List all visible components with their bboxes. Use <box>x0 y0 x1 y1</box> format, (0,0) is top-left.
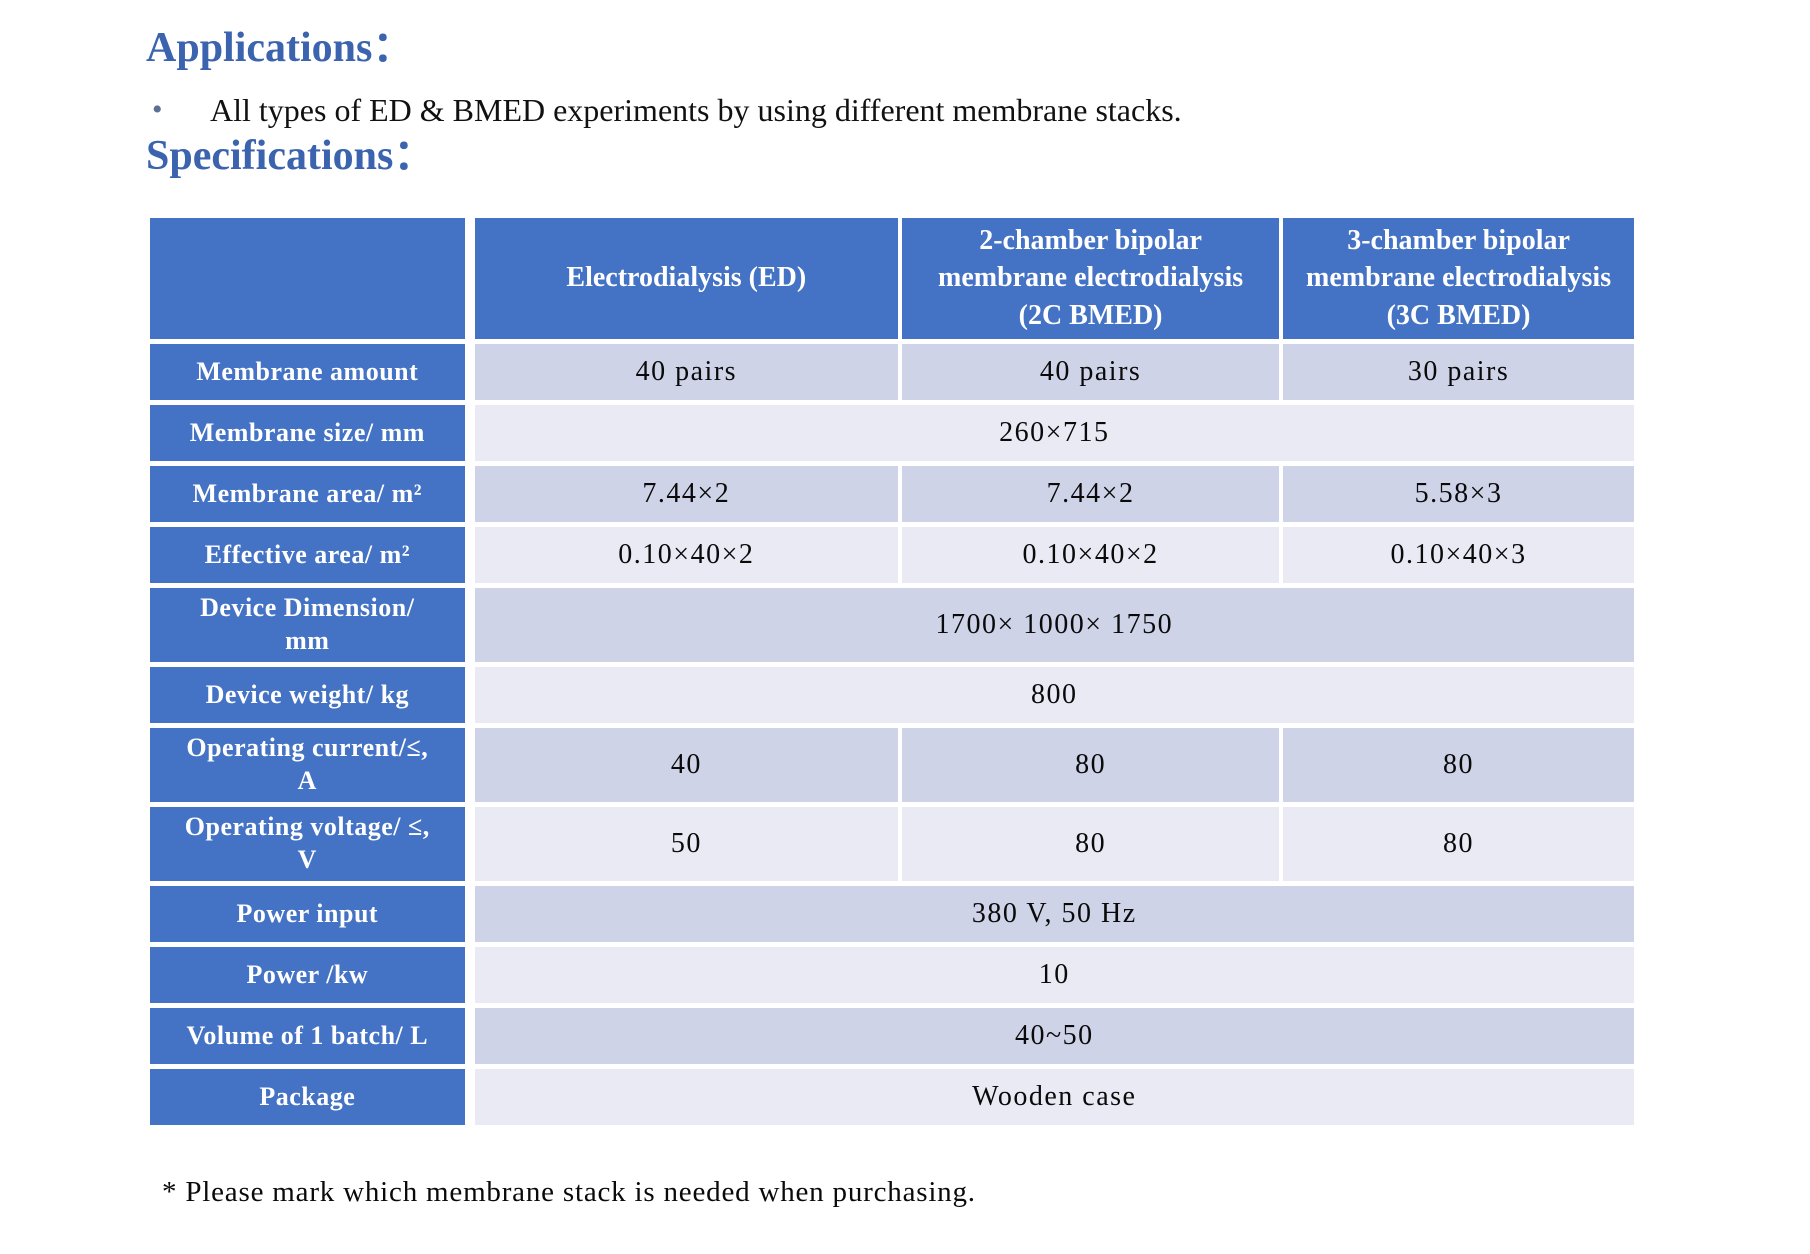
document-page: Applications： • All types of ED & BMED e… <box>146 25 1810 1208</box>
cell-value-merged: 380 V, 50 Hz <box>474 885 1634 942</box>
row-label: Power /kw <box>150 946 471 1003</box>
row-label: Operating voltage/ ≤, V <box>150 806 471 881</box>
cell-value: 5.58×3 <box>1283 465 1634 522</box>
cell-value: 40 pairs <box>474 343 899 400</box>
cell-value: 0.10×40×2 <box>902 526 1280 583</box>
table-row-device-dimension: Device Dimension/ mm 1700× 1000× 1750 <box>150 587 1634 662</box>
table-row-operating-voltage: Operating voltage/ ≤, V 50 80 80 <box>150 806 1634 881</box>
row-label: Volume of 1 batch/ L <box>150 1007 471 1064</box>
column-header-2c-bmed: 2-chamber bipolar membrane electrodialys… <box>902 217 1280 339</box>
cell-value-merged: 10 <box>474 946 1634 1003</box>
cell-value-merged: 40~50 <box>474 1007 1634 1064</box>
cell-value: 0.10×40×2 <box>474 526 899 583</box>
column-header-3c-bmed: 3-chamber bipolar membrane electrodialys… <box>1283 217 1634 339</box>
bullet-item: • All types of ED & BMED experiments by … <box>146 90 1810 130</box>
specifications-table: Electrodialysis (ED) 2-chamber bipolar m… <box>146 213 1638 1130</box>
row-label: Device weight/ kg <box>150 666 471 723</box>
table-row-power-kw: Power /kw 10 <box>150 946 1634 1003</box>
row-label: Membrane size/ mm <box>150 404 471 461</box>
table-row-operating-current: Operating current/≤, A 40 80 80 <box>150 727 1634 802</box>
table-row-power-input: Power input 380 V, 50 Hz <box>150 885 1634 942</box>
cell-value-merged: 1700× 1000× 1750 <box>474 587 1634 662</box>
row-label: Package <box>150 1068 471 1125</box>
row-label: Membrane area/ m² <box>150 465 471 522</box>
corner-cell <box>150 217 471 339</box>
row-label: Effective area/ m² <box>150 526 471 583</box>
row-label: Power input <box>150 885 471 942</box>
applications-heading: Applications： <box>146 25 415 71</box>
bullet-icon: • <box>152 93 163 127</box>
table-header-row: Electrodialysis (ED) 2-chamber bipolar m… <box>150 217 1634 339</box>
cell-value: 0.10×40×3 <box>1283 526 1634 583</box>
cell-value-merged: 260×715 <box>474 404 1634 461</box>
cell-value-merged: 800 <box>474 666 1634 723</box>
column-header-ed: Electrodialysis (ED) <box>474 217 899 339</box>
cell-value: 80 <box>902 727 1280 802</box>
table-row-membrane-area: Membrane area/ m² 7.44×2 7.44×2 5.58×3 <box>150 465 1634 522</box>
row-label: Membrane amount <box>150 343 471 400</box>
table-row-membrane-size: Membrane size/ mm 260×715 <box>150 404 1634 461</box>
footnote: * Please mark which membrane stack is ne… <box>162 1175 976 1208</box>
cell-value: 80 <box>902 806 1280 881</box>
cell-value: 30 pairs <box>1283 343 1634 400</box>
bullet-text: All types of ED & BMED experiments by us… <box>210 92 1182 129</box>
table-row-membrane-amount: Membrane amount 40 pairs 40 pairs 30 pai… <box>150 343 1634 400</box>
cell-value: 80 <box>1283 727 1634 802</box>
row-label: Device Dimension/ mm <box>150 587 471 662</box>
table-row-effective-area: Effective area/ m² 0.10×40×2 0.10×40×2 0… <box>150 526 1634 583</box>
specifications-heading: Specifications： <box>146 133 436 180</box>
table-row-batch-volume: Volume of 1 batch/ L 40~50 <box>150 1007 1634 1064</box>
row-label: Operating current/≤, A <box>150 727 471 802</box>
cell-value: 7.44×2 <box>474 465 899 522</box>
cell-value: 50 <box>474 806 899 881</box>
table-row-package: Package Wooden case <box>150 1068 1634 1125</box>
cell-value: 40 pairs <box>902 343 1280 400</box>
cell-value: 40 <box>474 727 899 802</box>
cell-value: 80 <box>1283 806 1634 881</box>
cell-value-merged: Wooden case <box>474 1068 1634 1125</box>
cell-value: 7.44×2 <box>902 465 1280 522</box>
table-row-device-weight: Device weight/ kg 800 <box>150 666 1634 723</box>
